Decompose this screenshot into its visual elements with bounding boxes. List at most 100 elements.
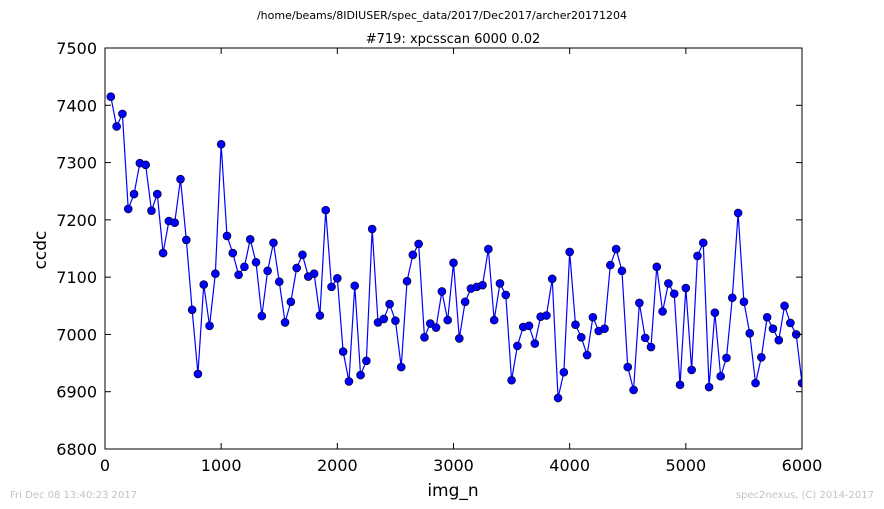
data-point bbox=[455, 334, 464, 343]
data-point bbox=[571, 320, 580, 329]
data-point bbox=[257, 311, 267, 321]
data-point bbox=[681, 283, 691, 293]
data-point bbox=[489, 315, 499, 325]
data-point bbox=[338, 347, 348, 356]
plot-area: 0 1000 2000 3000 4000 5000 6000 6800 6900 7000 710… bbox=[56, 39, 822, 475]
data-point bbox=[693, 251, 702, 261]
data-point bbox=[158, 248, 168, 258]
data-point bbox=[669, 289, 679, 299]
data-point bbox=[774, 335, 784, 345]
plot-frame bbox=[104, 47, 803, 450]
data-point bbox=[263, 266, 272, 276]
data-point bbox=[152, 189, 162, 199]
data-point bbox=[344, 377, 354, 386]
series-line bbox=[110, 96, 802, 399]
data-point bbox=[664, 279, 673, 288]
x-tick-label: 0 bbox=[100, 456, 110, 475]
data-point bbox=[396, 362, 406, 372]
y-tick-label: 7200 bbox=[56, 211, 97, 230]
data-point bbox=[600, 324, 609, 334]
data-point bbox=[675, 380, 685, 390]
data-point bbox=[251, 257, 261, 267]
data-point bbox=[640, 333, 650, 343]
data-point bbox=[205, 321, 214, 331]
data-point bbox=[216, 139, 226, 149]
data-point bbox=[524, 321, 534, 331]
y-tick-label: 7400 bbox=[56, 96, 97, 115]
data-point bbox=[315, 311, 325, 320]
y-tick-label: 6900 bbox=[56, 383, 97, 402]
data-point bbox=[495, 279, 505, 288]
data-point bbox=[391, 316, 400, 325]
x-tick-label: 5000 bbox=[665, 456, 706, 475]
data-point bbox=[327, 282, 336, 292]
data-point bbox=[402, 276, 412, 286]
data-point bbox=[269, 238, 278, 248]
y-tick-label: 7300 bbox=[56, 154, 97, 173]
data-point bbox=[698, 238, 708, 248]
data-point bbox=[652, 262, 662, 272]
data-point bbox=[739, 297, 749, 307]
y-tick-label: 6800 bbox=[56, 440, 97, 459]
data-point bbox=[362, 356, 371, 366]
x-axis-label: img_n bbox=[427, 481, 478, 501]
data-point bbox=[437, 287, 447, 296]
data-point bbox=[507, 375, 516, 385]
data-point bbox=[478, 280, 487, 290]
data-point bbox=[559, 367, 569, 377]
x-tick-label: 2000 bbox=[317, 456, 358, 475]
data-point bbox=[727, 293, 737, 303]
data-point bbox=[530, 339, 540, 348]
data-point bbox=[582, 350, 592, 360]
data-point bbox=[309, 269, 319, 279]
data-point bbox=[501, 290, 511, 300]
data-point bbox=[797, 378, 802, 388]
y-tick-label: 7500 bbox=[56, 39, 97, 58]
data-point bbox=[240, 262, 249, 272]
data-point bbox=[170, 218, 179, 228]
data-point bbox=[710, 308, 720, 317]
data-point bbox=[408, 250, 418, 260]
data-point bbox=[106, 92, 116, 101]
x-tick-label: 1000 bbox=[201, 456, 242, 475]
footer-credit: spec2nexus, (C) 2014-2017 bbox=[735, 490, 874, 501]
y-tick-label: 7100 bbox=[56, 268, 97, 287]
x-tick-label: 3000 bbox=[433, 456, 474, 475]
data-point bbox=[129, 189, 139, 199]
data-point bbox=[431, 323, 441, 332]
data-point bbox=[414, 239, 423, 249]
data-point bbox=[576, 332, 586, 342]
data-point bbox=[176, 174, 185, 184]
data-point bbox=[716, 371, 725, 381]
data-point bbox=[751, 378, 760, 388]
data-point bbox=[274, 277, 284, 287]
data-point bbox=[780, 301, 789, 311]
data-point bbox=[298, 250, 307, 260]
data-point bbox=[687, 365, 696, 375]
data-point bbox=[449, 258, 458, 268]
data-point bbox=[245, 235, 255, 244]
data-point bbox=[193, 369, 203, 379]
data-point bbox=[786, 318, 795, 328]
data-point bbox=[553, 393, 563, 403]
data-point bbox=[658, 307, 667, 316]
data-point bbox=[443, 315, 452, 325]
data-point bbox=[234, 270, 243, 280]
data-point bbox=[112, 122, 121, 131]
data-point bbox=[228, 248, 238, 258]
data-point bbox=[147, 206, 156, 215]
data-point bbox=[199, 280, 209, 289]
data-point bbox=[542, 311, 551, 320]
data-point bbox=[606, 260, 615, 270]
data-point bbox=[757, 353, 766, 362]
data-point bbox=[745, 328, 755, 338]
data-point bbox=[420, 332, 429, 342]
data-point bbox=[635, 298, 644, 308]
data-point bbox=[704, 382, 714, 392]
data-point bbox=[588, 312, 598, 322]
data-point bbox=[722, 353, 731, 363]
x-tick-label: 4000 bbox=[549, 456, 590, 475]
data-point bbox=[733, 208, 743, 218]
data-point bbox=[768, 324, 778, 334]
